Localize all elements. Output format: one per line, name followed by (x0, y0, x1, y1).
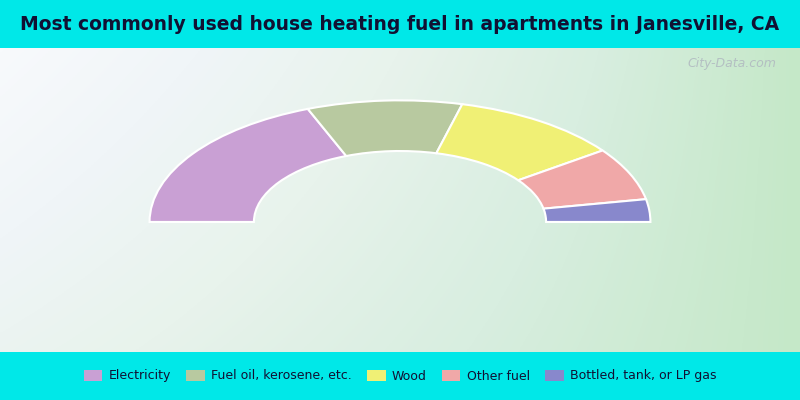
Wedge shape (308, 100, 462, 156)
Wedge shape (436, 104, 602, 180)
Wedge shape (518, 150, 646, 209)
Wedge shape (543, 199, 650, 222)
Legend: Electricity, Fuel oil, kerosene, etc., Wood, Other fuel, Bottled, tank, or LP ga: Electricity, Fuel oil, kerosene, etc., W… (78, 363, 722, 389)
Text: City-Data.com: City-Data.com (687, 57, 776, 70)
Wedge shape (150, 109, 346, 222)
Text: Most commonly used house heating fuel in apartments in Janesville, CA: Most commonly used house heating fuel in… (21, 14, 779, 34)
